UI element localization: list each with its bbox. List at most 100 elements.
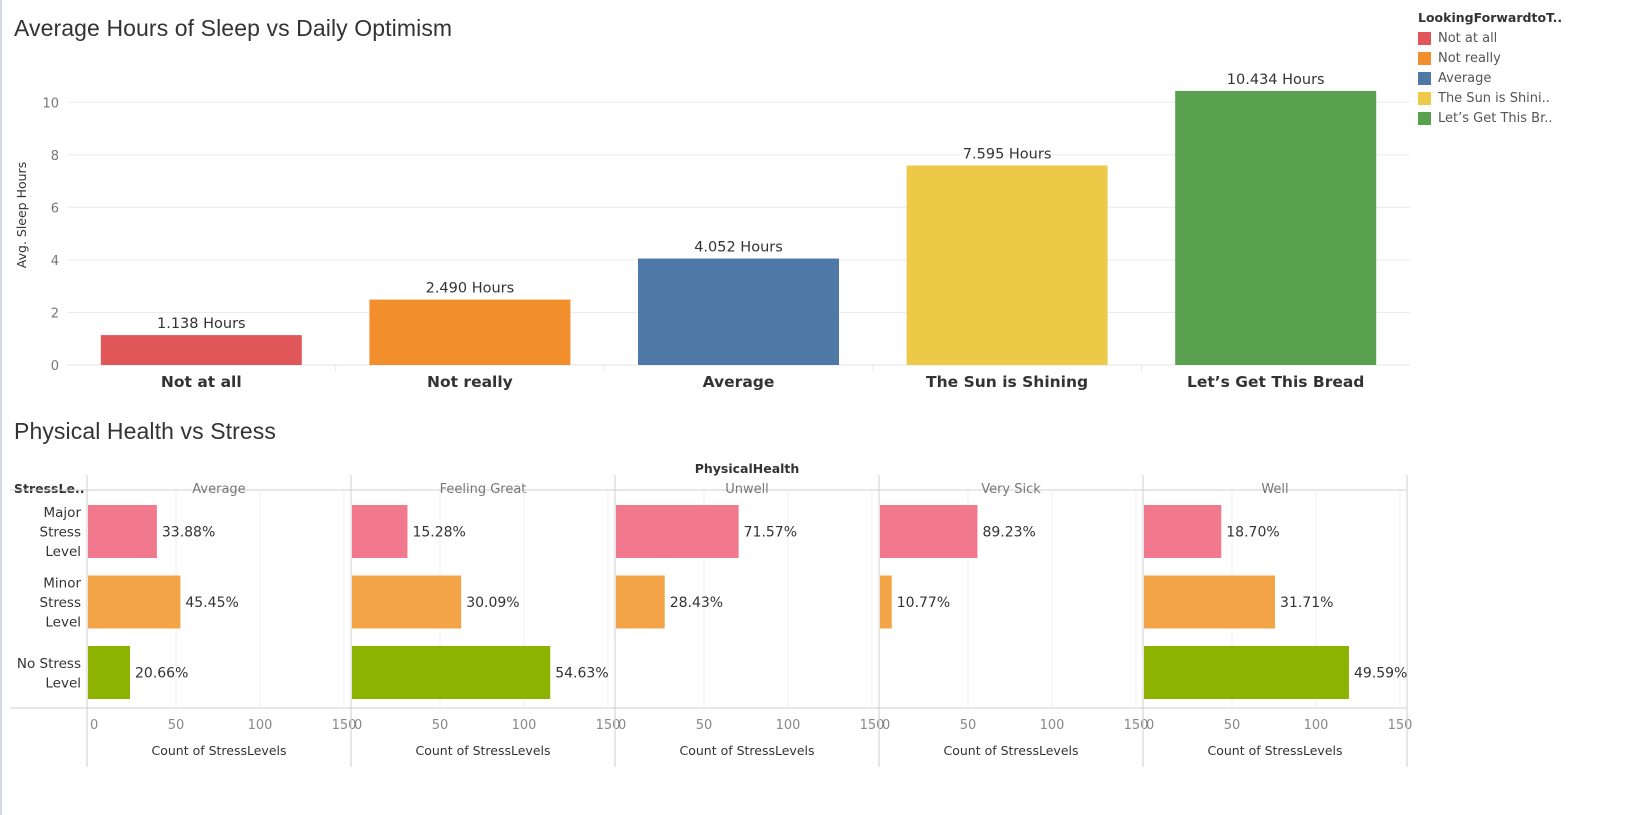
legend-swatch (1418, 31, 1431, 45)
y-axis-title: Avg. Sleep Hours (14, 162, 29, 268)
bar (88, 646, 130, 699)
bar (88, 505, 157, 558)
sleep-bar-chart: 0 2 4 6 8 10 Avg. Sleep Hours 1.138 Hours Not at… (14, 72, 1410, 391)
row-header-title: StressLe.. (14, 481, 84, 496)
x-tick-label: 50 (432, 718, 449, 733)
panel-header: Very Sick (981, 482, 1041, 497)
x-tick-label: 50 (960, 718, 977, 733)
bar-data-label: 15.28% (412, 525, 465, 541)
bar (1175, 90, 1377, 365)
bar (1144, 646, 1349, 699)
row-label: Stress (40, 595, 82, 611)
x-tick-label: 150 (596, 718, 621, 733)
bar-data-label: 45.45% (185, 595, 238, 611)
bar-data-label: 1.138 Hours (157, 316, 246, 332)
row-label: Level (45, 675, 81, 691)
stress-bar-chart: PhysicalHealth StressLe.. Average 0 50 100 150… (10, 461, 1413, 767)
legend-item[interactable]: Let’s Get This Br.. (1418, 108, 1562, 128)
legend-label: Not really (1438, 50, 1501, 66)
x-tick-label: Not really (427, 373, 513, 391)
bar-data-label: 33.88% (162, 525, 215, 541)
legend-swatch (1418, 51, 1431, 65)
row-label: Minor (43, 576, 81, 592)
legend-swatch (1418, 71, 1431, 85)
bar (100, 335, 302, 365)
x-tick-label: 150 (332, 718, 357, 733)
bar-data-label: 2.490 Hours (426, 281, 515, 297)
bar-data-label: 7.595 Hours (963, 146, 1052, 162)
y-tick-label: 0 (51, 359, 59, 374)
legend-title: LookingForwardtoT.. (1418, 10, 1563, 25)
x-tick-label: 150 (1388, 718, 1413, 733)
legend-item[interactable]: The Sun is Shini.. (1418, 88, 1562, 108)
bar (616, 505, 739, 558)
bar (1144, 575, 1276, 629)
x-tick-label: 100 (1040, 718, 1065, 733)
bar-data-label: 4.052 Hours (694, 240, 783, 256)
legend-label: Not at all (1438, 30, 1498, 46)
bar (352, 575, 462, 629)
bar-data-label: 20.66% (135, 666, 188, 682)
dashboard-left-border (0, 0, 2, 815)
x-tick-label: Average (703, 373, 775, 391)
x-axis-title: Count of StressLevels (943, 743, 1078, 758)
bar-data-label: 31.71% (1280, 595, 1333, 611)
panel-header: Average (192, 482, 245, 497)
legend-item[interactable]: Not really (1418, 48, 1562, 68)
legend-swatch (1418, 91, 1431, 105)
x-tick-label: 0 (882, 718, 890, 733)
x-axis-title: Count of StressLevels (679, 743, 814, 758)
bar-data-label: 10.434 Hours (1227, 72, 1325, 88)
bar-data-label: 89.23% (982, 525, 1035, 541)
panel-header: Unwell (725, 482, 769, 497)
bar (352, 505, 408, 558)
y-tick-label: 2 (51, 306, 59, 321)
x-tick-label: 50 (168, 718, 185, 733)
x-tick-label: 0 (90, 718, 98, 733)
legend-label: Let’s Get This Br.. (1438, 110, 1553, 126)
row-label: Major (44, 505, 82, 521)
bar-data-label: 54.63% (555, 666, 608, 682)
column-header-title: PhysicalHealth (695, 461, 800, 476)
y-tick-label: 6 (51, 201, 59, 216)
bar-data-label: 30.09% (466, 595, 519, 611)
x-tick-label: 100 (512, 718, 537, 733)
x-tick-label: 0 (354, 718, 362, 733)
x-axis-title: Count of StressLevels (415, 743, 550, 758)
x-tick-label: 50 (696, 718, 713, 733)
x-tick-label: 0 (618, 718, 626, 733)
legend-item[interactable]: Average (1418, 68, 1562, 88)
x-tick-label: 100 (1304, 718, 1329, 733)
legend-label: The Sun is Shini.. (1438, 90, 1550, 106)
bar-data-label: 28.43% (670, 595, 723, 611)
bar (1144, 505, 1222, 558)
panel-header: Feeling Great (440, 482, 527, 497)
bar (88, 575, 181, 629)
row-label: Level (45, 615, 81, 631)
x-tick-label: 50 (1224, 718, 1241, 733)
bar (369, 299, 571, 365)
x-tick-label: 100 (776, 718, 801, 733)
legend-label: Average (1438, 70, 1492, 86)
legend[interactable]: LookingForwardtoT.. Not at all Not reall… (1418, 10, 1562, 128)
row-label: No Stress (17, 656, 81, 672)
bar (638, 258, 839, 365)
legend-item[interactable]: Not at all (1418, 28, 1562, 48)
row-label: Stress (40, 525, 82, 541)
bar (352, 646, 551, 699)
bar-data-label: 71.57% (744, 525, 797, 541)
y-tick-label: 8 (51, 149, 59, 164)
y-tick-label: 10 (42, 96, 59, 111)
x-tick-label: Not at all (161, 373, 242, 391)
bar (880, 575, 892, 629)
y-tick-label: 4 (51, 254, 59, 269)
x-tick-label: 150 (860, 718, 885, 733)
x-axis-title: Count of StressLevels (1207, 743, 1342, 758)
legend-swatch (1418, 111, 1431, 125)
x-tick-label: 0 (1146, 718, 1154, 733)
bar (906, 165, 1108, 365)
bar (880, 505, 978, 558)
chart-title-stress: Physical Health vs Stress (14, 418, 276, 444)
panel-header: Well (1261, 482, 1288, 497)
bar (616, 575, 665, 629)
